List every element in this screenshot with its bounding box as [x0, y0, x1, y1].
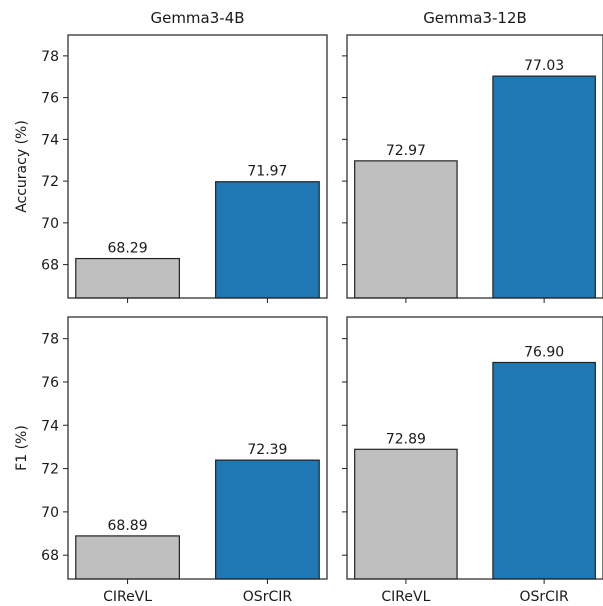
data-label: 68.29: [108, 241, 148, 257]
data-label: 72.39: [247, 442, 287, 458]
bar-osrcir: [493, 76, 595, 298]
y-tick-label: 78: [41, 332, 59, 348]
y-tick-label: 72: [41, 462, 59, 478]
bar-cirevl: [76, 536, 180, 579]
y-tick-label: 74: [41, 132, 59, 148]
y-tick-label: 70: [41, 505, 59, 521]
x-tick-label: CIReVL: [103, 589, 152, 605]
data-label: 72.97: [386, 143, 426, 159]
y-tick-label: 70: [41, 216, 59, 232]
y-axis-label: F1 (%): [14, 425, 30, 471]
bar-osrcir: [493, 362, 595, 579]
x-tick-label: OSrCIR: [519, 589, 569, 605]
y-tick-label: 74: [41, 418, 59, 434]
y-tick-label: 68: [41, 548, 59, 564]
data-label: 71.97: [247, 164, 287, 180]
data-label: 76.90: [524, 344, 564, 360]
bar-osrcir: [216, 460, 320, 579]
bar-cirevl: [76, 259, 180, 298]
y-tick-label: 76: [41, 375, 59, 391]
data-label: 77.03: [524, 58, 564, 74]
column-title: Gemma3-4B: [150, 9, 244, 27]
bar-cirevl: [355, 161, 457, 298]
bar-cirevl: [355, 449, 457, 579]
y-tick-label: 68: [41, 258, 59, 274]
data-label: 68.89: [108, 518, 148, 534]
bar-osrcir: [216, 182, 320, 298]
x-tick-label: OSrCIR: [243, 589, 293, 605]
y-axis-label: Accuracy (%): [14, 120, 30, 213]
x-tick-label: CIReVL: [381, 589, 430, 605]
column-title: Gemma3-12B: [423, 9, 527, 27]
y-tick-label: 72: [41, 174, 59, 190]
y-tick-label: 78: [41, 49, 59, 65]
data-label: 72.89: [386, 431, 426, 447]
y-tick-label: 76: [41, 91, 59, 107]
